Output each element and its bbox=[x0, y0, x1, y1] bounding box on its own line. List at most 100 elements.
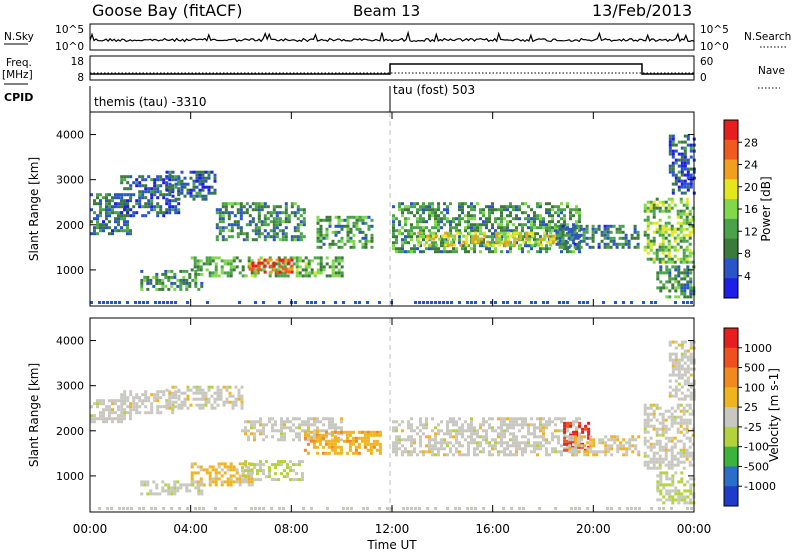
echo-cell bbox=[538, 507, 541, 510]
echo-cell bbox=[646, 221, 650, 225]
echo-cell bbox=[548, 423, 551, 427]
echo-cell bbox=[674, 274, 678, 278]
echo-cell bbox=[108, 232, 111, 236]
echo-cell bbox=[682, 421, 686, 425]
echo-cell bbox=[578, 301, 581, 304]
echo-cell bbox=[551, 220, 554, 224]
echo-cell bbox=[126, 507, 129, 510]
echo-cell bbox=[401, 214, 404, 218]
echo-cell bbox=[503, 429, 506, 433]
colorbar-cell bbox=[724, 139, 738, 161]
echo-cell bbox=[686, 489, 690, 493]
echo-cell bbox=[144, 411, 148, 415]
echo-cell bbox=[177, 191, 181, 195]
echo-cell bbox=[589, 441, 593, 445]
echo-cell bbox=[667, 209, 671, 213]
echo-cell bbox=[349, 230, 353, 234]
echo-cell bbox=[482, 211, 485, 215]
echo-cell bbox=[504, 231, 508, 235]
echo-cell bbox=[606, 224, 610, 228]
echo-cell bbox=[671, 134, 675, 138]
echo-cell bbox=[272, 235, 276, 239]
echo-cell bbox=[536, 250, 539, 254]
echo-cell bbox=[290, 264, 294, 268]
echo-cell bbox=[458, 217, 461, 221]
echo-cell bbox=[671, 358, 675, 362]
colorbar-tick-label: 1000 bbox=[744, 342, 772, 355]
echo-cell bbox=[366, 448, 370, 452]
echo-cell bbox=[357, 430, 361, 434]
echo-cell bbox=[205, 468, 209, 472]
echo-cell bbox=[322, 236, 326, 240]
echo-cell bbox=[516, 231, 520, 235]
echo-cell bbox=[401, 247, 404, 251]
echo-cell bbox=[218, 232, 222, 236]
echo-cell bbox=[434, 301, 437, 304]
echo-cell bbox=[301, 259, 305, 263]
echo-cell bbox=[500, 438, 503, 442]
echo-cell bbox=[434, 435, 437, 439]
echo-cell bbox=[239, 208, 243, 212]
echo-cell bbox=[220, 480, 224, 484]
echo-cell bbox=[488, 208, 491, 212]
echo-cell bbox=[215, 211, 219, 215]
colorbar-cell bbox=[724, 407, 738, 428]
echo-cell bbox=[467, 447, 470, 451]
echo-cell bbox=[295, 259, 299, 263]
echo-cell bbox=[509, 444, 512, 448]
echo-cell bbox=[407, 241, 410, 245]
echo-cell bbox=[240, 406, 244, 410]
echo-cell bbox=[530, 208, 533, 212]
echo-cell bbox=[482, 220, 485, 224]
echo-cell bbox=[284, 226, 288, 230]
echo-cell bbox=[153, 190, 157, 194]
echo-cell bbox=[349, 245, 353, 249]
echo-cell bbox=[671, 265, 675, 269]
echo-cell bbox=[386, 507, 389, 510]
echo-cell bbox=[407, 423, 410, 427]
echo-cell bbox=[108, 399, 111, 403]
echo-cell bbox=[395, 447, 398, 451]
echo-cell bbox=[108, 205, 111, 209]
echo-cell bbox=[208, 474, 212, 478]
echo-cell bbox=[240, 385, 244, 389]
echo-cell bbox=[677, 265, 681, 269]
echo-cell bbox=[688, 242, 692, 246]
echo-cell bbox=[492, 243, 496, 247]
echo-cell bbox=[192, 170, 196, 174]
echo-cell bbox=[253, 478, 256, 482]
echo-cell bbox=[150, 405, 154, 409]
echo-cell bbox=[509, 211, 512, 215]
echo-cell bbox=[683, 155, 687, 159]
echo-cell bbox=[102, 208, 105, 212]
echo-cell bbox=[358, 215, 362, 219]
echo-cell bbox=[670, 200, 674, 204]
echo-cell bbox=[464, 247, 467, 251]
echo-cell bbox=[250, 472, 253, 476]
echo-cell bbox=[230, 226, 234, 230]
echo-cell bbox=[407, 208, 410, 212]
echo-cell bbox=[168, 173, 172, 177]
echo-cell bbox=[120, 181, 124, 185]
echo-cell bbox=[691, 442, 695, 446]
echo-cell bbox=[248, 223, 252, 227]
echo-cell bbox=[618, 507, 621, 510]
echo-cell bbox=[664, 442, 668, 446]
echo-cell bbox=[548, 417, 551, 421]
echo-cell bbox=[319, 230, 323, 234]
echo-cell bbox=[671, 140, 675, 144]
echo-cell bbox=[428, 202, 431, 206]
echo-cell bbox=[179, 278, 183, 282]
echo-cell bbox=[658, 421, 662, 425]
echo-cell bbox=[93, 402, 96, 406]
echo-cell bbox=[370, 233, 374, 237]
echo-cell bbox=[471, 234, 475, 238]
echo-cell bbox=[578, 220, 581, 224]
echo-cell bbox=[183, 194, 187, 198]
echo-cell bbox=[536, 214, 539, 218]
echo-cell bbox=[321, 445, 325, 449]
echo-cell bbox=[432, 243, 436, 247]
echo-cell bbox=[362, 507, 365, 510]
echo-cell bbox=[643, 203, 647, 207]
echo-cell bbox=[186, 397, 190, 401]
